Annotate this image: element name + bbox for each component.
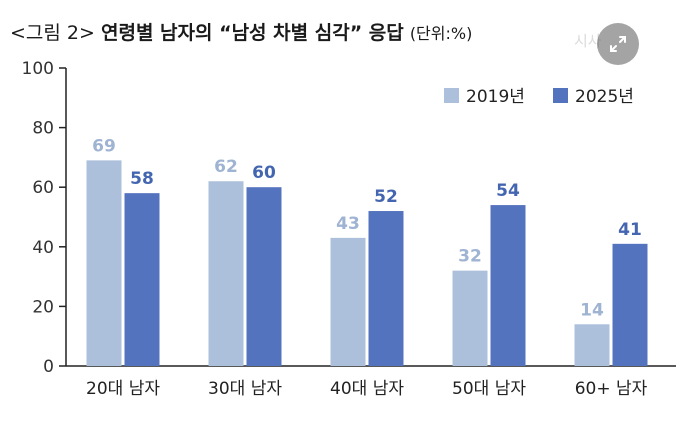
bar-2019 xyxy=(574,324,610,366)
unit-label: (단위:%) xyxy=(409,24,473,43)
data-label: 41 xyxy=(618,220,642,240)
legend-label-2019: 2019년 xyxy=(466,87,525,107)
bar-2019 xyxy=(86,160,122,366)
x-category-label: 30대 남자 xyxy=(208,379,282,399)
y-tick-label: 0 xyxy=(43,357,54,377)
bar-2025 xyxy=(246,187,282,366)
chart-title: <그림 2> 연령별 남자의 “남성 차별 심각” 응답 (단위:%) xyxy=(10,18,472,45)
data-label: 52 xyxy=(374,187,398,207)
x-category-label: 40대 남자 xyxy=(330,379,404,399)
data-label: 54 xyxy=(496,181,520,201)
watermark: 시사 xyxy=(574,32,602,50)
data-label: 69 xyxy=(92,136,116,156)
y-tick-label: 60 xyxy=(32,178,54,198)
legend-swatch-2025 xyxy=(553,88,568,103)
y-tick-label: 20 xyxy=(32,297,54,317)
bar-2019 xyxy=(330,237,366,366)
x-category-label: 50대 남자 xyxy=(452,379,526,399)
y-tick-label: 40 xyxy=(32,238,54,258)
y-tick-label: 100 xyxy=(22,59,54,79)
bar-2025 xyxy=(612,243,648,366)
bar-2025 xyxy=(490,205,526,366)
y-tick-label: 80 xyxy=(32,119,54,139)
legend-swatch-2019 xyxy=(444,88,459,103)
expand-icon xyxy=(610,36,626,52)
bar-2019 xyxy=(208,181,244,366)
expand-button[interactable] xyxy=(597,23,639,65)
bar-2025 xyxy=(368,211,404,366)
chart-main-title: 연령별 남자의 “남성 차별 심각” 응답 xyxy=(100,22,404,44)
figure-number: <그림 2> xyxy=(10,22,95,44)
data-label: 62 xyxy=(214,157,238,177)
data-label: 14 xyxy=(580,300,604,320)
legend-label-2025: 2025년 xyxy=(575,87,634,107)
data-label: 58 xyxy=(130,169,154,189)
x-category-label: 20대 남자 xyxy=(86,379,160,399)
bar-2019 xyxy=(452,270,488,366)
data-label: 60 xyxy=(252,163,276,183)
bar-2025 xyxy=(124,193,160,366)
x-category-label: 60+ 남자 xyxy=(575,379,648,399)
data-label: 43 xyxy=(336,214,360,234)
data-label: 32 xyxy=(458,247,482,267)
